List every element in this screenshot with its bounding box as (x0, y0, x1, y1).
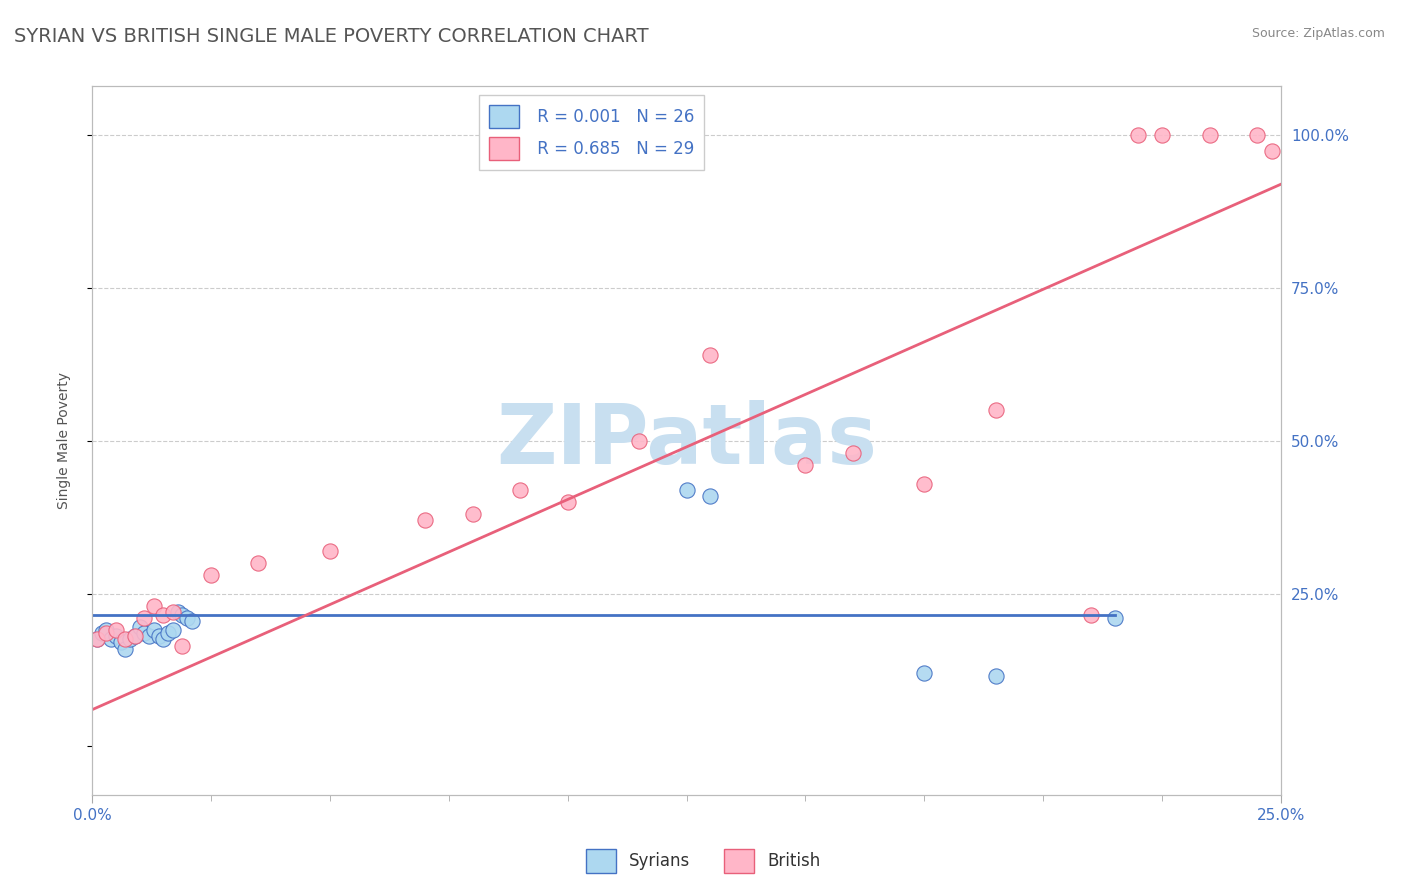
Point (148, 629, 170, 643)
Point (120, 632, 142, 647)
Point (247, 556, 270, 570)
Point (166, 605, 188, 619)
Point (172, 639, 194, 653)
Point (138, 629, 160, 643)
Point (176, 611, 198, 625)
Point (96, 626, 118, 640)
Point (157, 626, 180, 640)
Point (509, 483, 531, 497)
Point (1128, 128, 1150, 143)
Point (104, 629, 127, 643)
Point (152, 632, 174, 647)
Point (124, 629, 146, 643)
Legend:  R = 0.001   N = 26,  R = 0.685   N = 29: R = 0.001 N = 26, R = 0.685 N = 29 (478, 95, 704, 170)
Point (114, 641, 136, 656)
Point (557, 495, 579, 509)
Legend: Syrians, British: Syrians, British (579, 842, 827, 880)
Point (200, 568, 222, 582)
Text: SYRIAN VS BRITISH SINGLE MALE POVERTY CORRELATION CHART: SYRIAN VS BRITISH SINGLE MALE POVERTY CO… (14, 27, 648, 45)
Point (162, 624, 184, 638)
Point (1246, 128, 1268, 143)
Point (984, 669, 1007, 683)
Point (912, 476, 935, 491)
Text: ZIPatlas: ZIPatlas (496, 401, 877, 482)
Point (413, 513, 436, 527)
Point (142, 599, 165, 613)
Point (172, 607, 194, 622)
Point (794, 458, 817, 473)
Point (96, 624, 118, 638)
Point (100, 632, 122, 647)
Y-axis label: Single Male Poverty: Single Male Poverty (58, 372, 72, 509)
Point (675, 483, 697, 497)
Point (627, 434, 650, 448)
Point (1198, 128, 1220, 143)
Point (461, 507, 484, 521)
Point (180, 614, 202, 628)
Point (1260, 144, 1282, 158)
Point (842, 446, 865, 460)
Point (134, 611, 156, 625)
Point (134, 626, 156, 640)
Point (86, 632, 108, 647)
Point (162, 605, 184, 619)
Text: Source: ZipAtlas.com: Source: ZipAtlas.com (1251, 27, 1385, 40)
Point (90, 626, 112, 640)
Point (104, 624, 127, 638)
Point (110, 635, 132, 649)
Point (152, 607, 174, 622)
Point (699, 348, 721, 362)
Point (142, 624, 165, 638)
Point (86, 632, 108, 647)
Point (912, 666, 935, 681)
Point (984, 403, 1007, 417)
Point (319, 544, 342, 558)
Point (124, 629, 146, 643)
Point (128, 620, 150, 634)
Point (114, 632, 136, 647)
Point (1104, 611, 1126, 625)
Point (1152, 128, 1174, 143)
Point (1080, 607, 1102, 622)
Point (699, 489, 721, 503)
